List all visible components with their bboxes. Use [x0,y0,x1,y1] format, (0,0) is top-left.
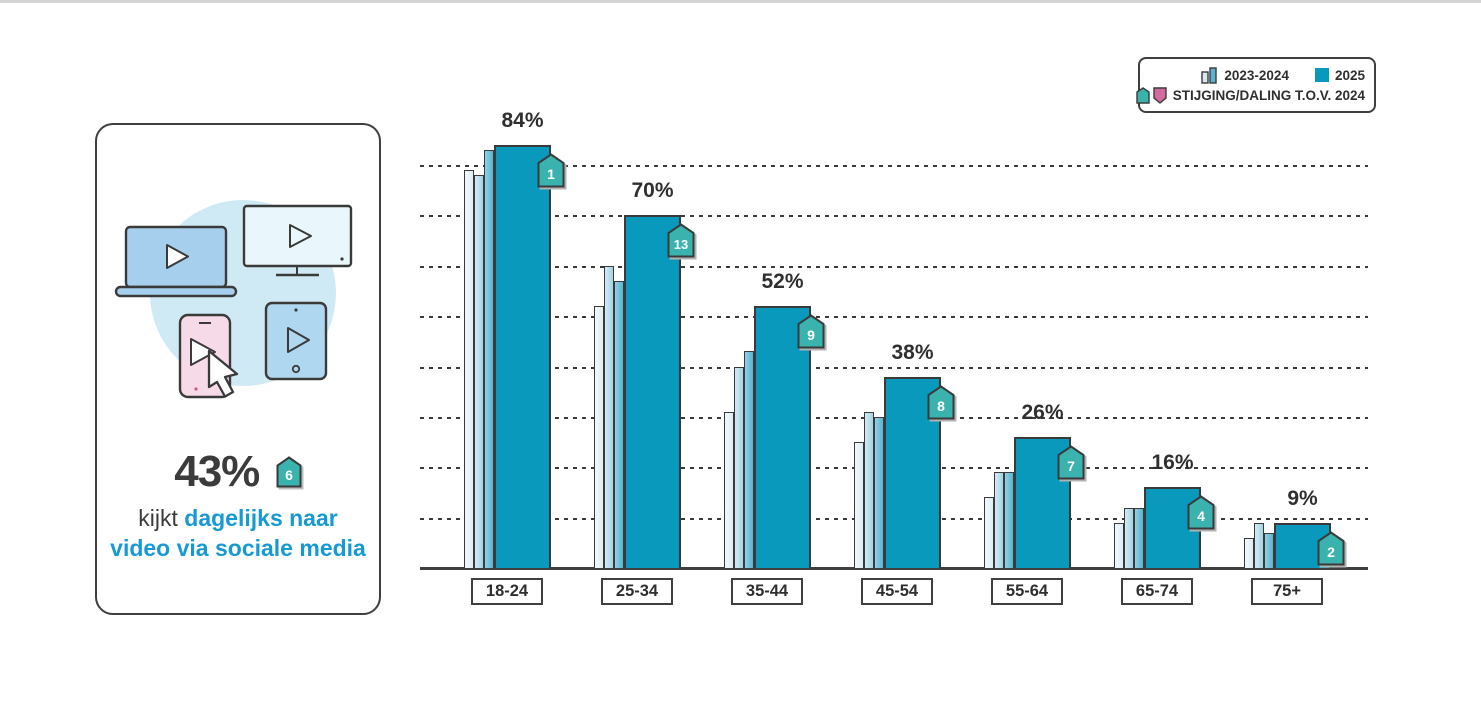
bar-2025-25-34 [624,215,681,568]
bar-history-25-34 [614,280,624,568]
svg-text:6: 6 [285,467,293,483]
caption-regular: kijkt [138,505,178,531]
change-badge-35-44: 9 [797,314,825,354]
stat-value: 43% [174,447,260,496]
bar-history-18-24 [464,170,474,568]
svg-text:13: 13 [674,237,688,252]
bar-history-55-64 [994,472,1004,568]
value-label-65-74: 16% [1151,451,1194,475]
change-badge-45-54: 8 [927,384,955,425]
legend-row-change: STIJGING/DALING T.O.V. 2024 [1135,86,1365,104]
bar-history-75+ [1244,537,1254,568]
bar-history-45-54 [874,416,884,568]
category-label-55-64: 55-64 [991,578,1063,605]
value-label-35-44: 52% [761,270,804,294]
gridline-60 [420,265,1368,268]
stat-caption: kijkt dagelijks naar video via sociale m… [97,503,379,563]
legend-change-label: STIJGING/DALING T.O.V. 2024 [1172,87,1365,103]
fall-shield-icon [1152,86,1167,104]
gridline-80 [420,165,1368,167]
category-label-75+: 75+ [1251,578,1323,605]
tablet-icon [264,301,328,381]
gridline-40 [420,366,1368,369]
legend-history-label: 2023-2024 [1224,67,1289,83]
bar-history-45-54 [854,442,864,568]
category-label-18-24: 18-24 [471,578,543,605]
svg-text:9: 9 [807,327,815,343]
svg-text:4: 4 [1197,508,1205,524]
top-divider [0,0,1481,3]
legend-current-label: 2025 [1334,67,1365,83]
rise-tag-icon [1135,86,1150,104]
bar-2025-18-24 [494,144,551,568]
change-badge-55-64: 7 [1057,445,1085,485]
legend-row-series: 2023-2024 2025 [1201,66,1365,84]
bar-history-65-74 [1134,507,1144,568]
legend: 2023-2024 2025 STIJGING/DALING T.O.V. 20… [1135,57,1376,113]
bar-history-65-74 [1124,507,1134,568]
stat-change-badge: 6 [276,456,302,488]
change-badge-18-24: 1 [537,153,565,193]
bar-history-18-24 [474,175,484,568]
laptop-icon [114,225,238,298]
gridline-70 [420,215,1368,218]
tv-icon [242,204,353,277]
category-label-45-54: 45-54 [861,578,933,605]
bar-history-18-24 [484,149,494,568]
change-badge-25-34: 13 [667,223,695,263]
bar-history-75+ [1254,522,1264,568]
value-label-25-34: 70% [631,179,674,203]
bar-history-55-64 [1004,472,1014,568]
svg-text:1: 1 [547,166,555,182]
svg-text:2: 2 [1327,544,1335,560]
current-year-swatch [1314,68,1329,82]
category-label-25-34: 25-34 [601,578,673,605]
x-axis-line [420,567,1368,570]
value-label-45-54: 38% [891,340,934,364]
gridline-50 [420,316,1368,319]
bar-history-35-44 [734,366,744,568]
bar-history-35-44 [744,351,754,568]
bar-history-25-34 [594,306,604,568]
value-label-75+: 9% [1287,486,1318,510]
svg-text:8: 8 [937,398,945,414]
svg-text:7: 7 [1067,458,1075,474]
bar-history-25-34 [604,265,614,568]
devices-illustration [114,200,353,399]
hand-cursor-icon [207,349,239,398]
change-badge-75+: 2 [1317,530,1345,571]
bar-2025-35-44 [754,306,811,568]
category-label-35-44: 35-44 [731,578,803,605]
value-label-55-64: 26% [1021,401,1064,425]
caption-bold-2: video via sociale media [110,535,366,561]
stat-card: 43% 6 kijkt dagelijks naar video via soc… [95,123,381,615]
category-label-65-74: 65-74 [1121,578,1193,605]
bar-history-65-74 [1114,522,1124,568]
caption-bold-1: dagelijks naar [184,505,338,531]
change-badge-65-74: 4 [1187,495,1215,535]
bar-history-45-54 [864,411,874,568]
history-bars-icon [1201,66,1218,84]
stat-row: 43% 6 [97,447,379,497]
bar-history-55-64 [984,497,994,568]
bar-history-75+ [1264,532,1274,568]
value-label-18-24: 84% [501,108,544,132]
bar-history-35-44 [724,411,734,568]
